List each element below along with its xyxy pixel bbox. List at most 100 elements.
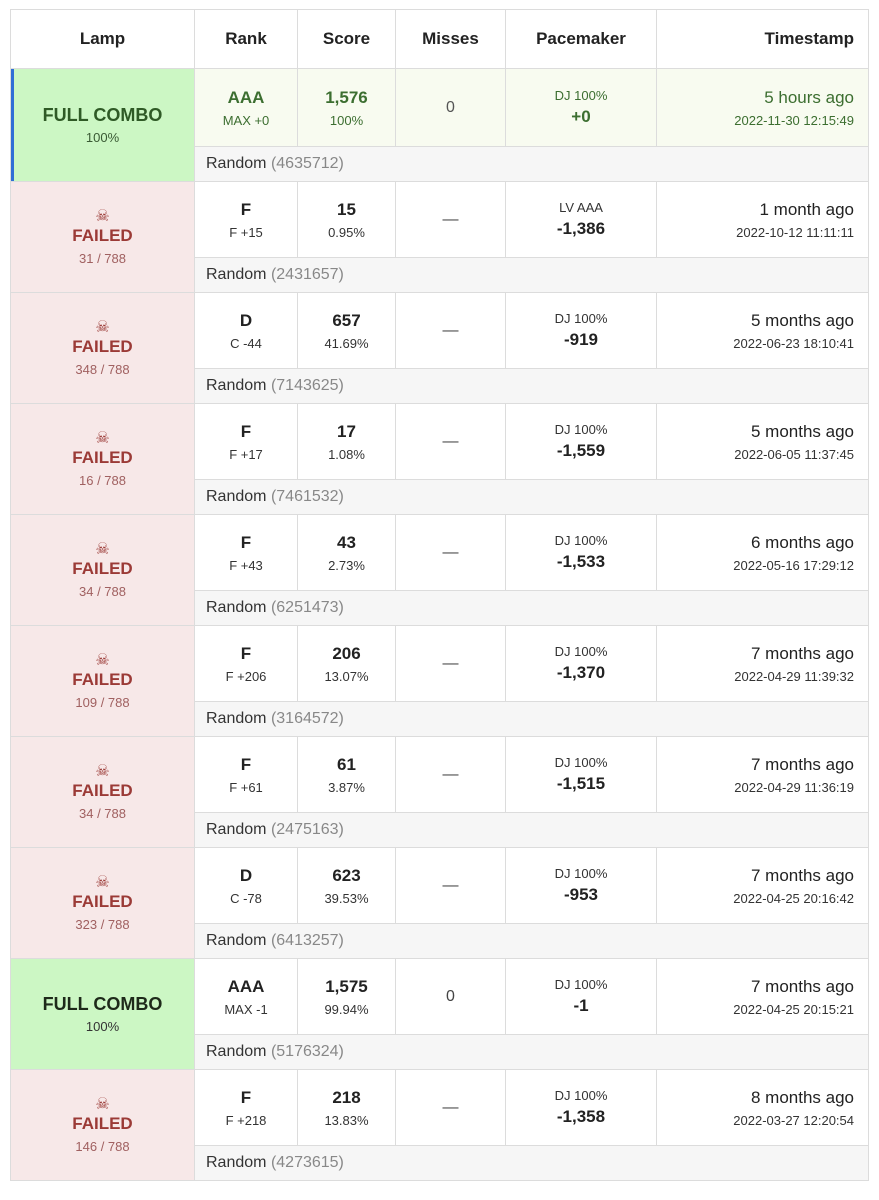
column-header-lamp[interactable]: Lamp [10,9,195,69]
timestamp-absolute: 2022-04-25 20:16:42 [733,890,854,906]
timestamp-absolute: 2022-10-12 11:11:11 [736,224,854,240]
pacemaker-target: DJ 100% [554,311,608,326]
score-row[interactable]: ☠ FAILED 323 / 788 D C -78 623 39.53% — DJ 100% -… [10,847,869,959]
score-value: 61 [337,754,356,774]
lamp-progress: 323 / 788 [75,916,130,932]
score-row[interactable]: ☠ FAILED 34 / 788 F F +61 61 3.87% — DJ 100% -1,5… [10,736,869,848]
skull-crossbones-icon: ☠ [95,651,110,669]
score-value: 1,576 [325,87,368,107]
random-option-label: Random [206,266,267,283]
score-row[interactable]: ☠ FAILED 31 / 788 F F +15 15 0.95% — LV AAA -1,38… [10,181,869,293]
timestamp-cell: 7 months ago 2022-04-25 20:15:21 [656,958,869,1035]
score-percent: 99.94% [324,1001,369,1017]
score-row[interactable]: ☠ FAILED 348 / 788 D C -44 657 41.69% — DJ 100% -… [10,292,869,404]
score-cell: 15 0.95% [297,181,396,258]
timestamp-relative: 7 months ago [750,976,854,996]
score-percent: 100% [329,112,364,128]
timestamp-relative: 7 months ago [750,643,854,663]
rank-grade: F [240,421,252,441]
misses-cell: — [395,847,506,924]
random-seed-cell: Random (7143625) [194,368,869,404]
score-value: 657 [332,310,361,330]
timestamp-absolute: 2022-04-29 11:36:19 [734,779,854,795]
lamp-progress: 109 / 788 [75,694,130,710]
seed-row: Random (7143625) [11,368,869,404]
table-body: FULL COMBO 100% AAA MAX +0 1,576 100% 0 DJ 100%… [10,68,869,1181]
pacemaker-target: DJ 100% [554,644,608,659]
timestamp-relative: 5 months ago [750,310,854,330]
random-option-label: Random [206,710,267,727]
timestamp-relative: 8 months ago [750,1087,854,1107]
pacemaker-diff: -919 [563,330,599,349]
pacemaker-diff: +0 [571,107,591,126]
lamp-label: FAILED [72,336,133,356]
random-option-label: Random [206,488,267,505]
score-value: 1,575 [325,976,368,996]
column-header-pacemaker[interactable]: Pacemaker [505,9,657,69]
score-cell: 61 3.87% [297,736,396,813]
random-seed-number: (4635712) [270,155,344,172]
score-value: 43 [337,532,356,552]
column-header-score[interactable]: Score [297,9,396,69]
rank-cell: F F +61 [194,736,298,813]
rank-grade: D [239,865,253,885]
pacemaker-cell: DJ 100% -953 [505,847,657,924]
pacemaker-diff: -953 [563,885,599,904]
timestamp-relative: 1 month ago [759,199,854,219]
random-option-label: Random [206,932,267,949]
lamp-label: FULL COMBO [42,105,163,125]
pacemaker-diff: -1 [573,996,589,1015]
rank-grade: F [240,1087,252,1107]
pacemaker-diff: -1,559 [556,441,606,460]
lamp-label: FAILED [72,891,133,911]
pacemaker-diff: -1,370 [556,663,606,682]
score-value: 15 [337,199,356,219]
score-value: 218 [332,1087,361,1107]
score-cell: 43 2.73% [297,514,396,591]
pacemaker-target: DJ 100% [554,755,608,770]
pacemaker-diff: -1,358 [556,1107,606,1126]
score-row[interactable]: ☠ FAILED 109 / 788 F F +206 206 13.07% — DJ 100%… [10,625,869,737]
timestamp-cell: 7 months ago 2022-04-29 11:36:19 [656,736,869,813]
random-seed-number: (2475163) [270,821,344,838]
random-seed-cell: Random (2431657) [194,257,869,293]
timestamp-cell: 5 months ago 2022-06-05 11:37:45 [656,403,869,480]
score-row[interactable]: ☠ FAILED 146 / 788 F F +218 218 13.83% — DJ 100%… [10,1069,869,1181]
score-percent: 1.08% [328,446,365,462]
timestamp-absolute: 2022-05-16 17:29:12 [733,557,854,573]
column-header-misses[interactable]: Misses [395,9,506,69]
score-row[interactable]: ☠ FAILED 16 / 788 F F +17 17 1.08% — DJ 100% -1,5… [10,403,869,515]
pacemaker-target: DJ 100% [554,422,608,437]
rank-grade: F [240,643,252,663]
seed-row: Random (4273615) [11,1145,869,1181]
pacemaker-cell: LV AAA -1,386 [505,181,657,258]
pacemaker-cell: DJ 100% -1,515 [505,736,657,813]
pacemaker-cell: DJ 100% -919 [505,292,657,369]
score-percent: 2.73% [328,557,365,573]
lamp-progress: 34 / 788 [79,805,126,821]
skull-crossbones-icon: ☠ [95,873,110,891]
random-seed-number: (7143625) [270,377,344,394]
lamp-progress: 146 / 788 [75,1138,130,1154]
rank-delta: F +43 [229,557,263,573]
pacemaker-cell: DJ 100% -1,358 [505,1069,657,1146]
lamp-progress: 16 / 788 [79,472,126,488]
rank-cell: AAA MAX +0 [194,68,298,147]
column-header-rank[interactable]: Rank [194,9,298,69]
score-percent: 39.53% [324,890,369,906]
skull-crossbones-icon: ☠ [95,318,110,336]
pacemaker-cell: DJ 100% +0 [505,68,657,147]
lamp-cell: ☠ FAILED 323 / 788 [10,847,195,959]
timestamp-absolute: 2022-11-30 12:15:49 [734,112,854,128]
score-percent: 41.69% [324,335,369,351]
column-header-timestamp[interactable]: Timestamp [656,9,869,69]
score-row[interactable]: FULL COMBO 100% AAA MAX -1 1,575 99.94% 0 DJ 10… [10,958,869,1070]
lamp-cell: FULL COMBO 100% [10,68,195,182]
rank-cell: F F +43 [194,514,298,591]
score-row[interactable]: FULL COMBO 100% AAA MAX +0 1,576 100% 0 DJ 100%… [10,68,869,182]
seed-row: Random (6413257) [11,923,869,959]
lamp-cell: ☠ FAILED 31 / 788 [10,181,195,293]
pacemaker-target: DJ 100% [554,1088,608,1103]
score-row[interactable]: ☠ FAILED 34 / 788 F F +43 43 2.73% — DJ 100% -1,5… [10,514,869,626]
pacemaker-target: LV AAA [559,200,603,215]
